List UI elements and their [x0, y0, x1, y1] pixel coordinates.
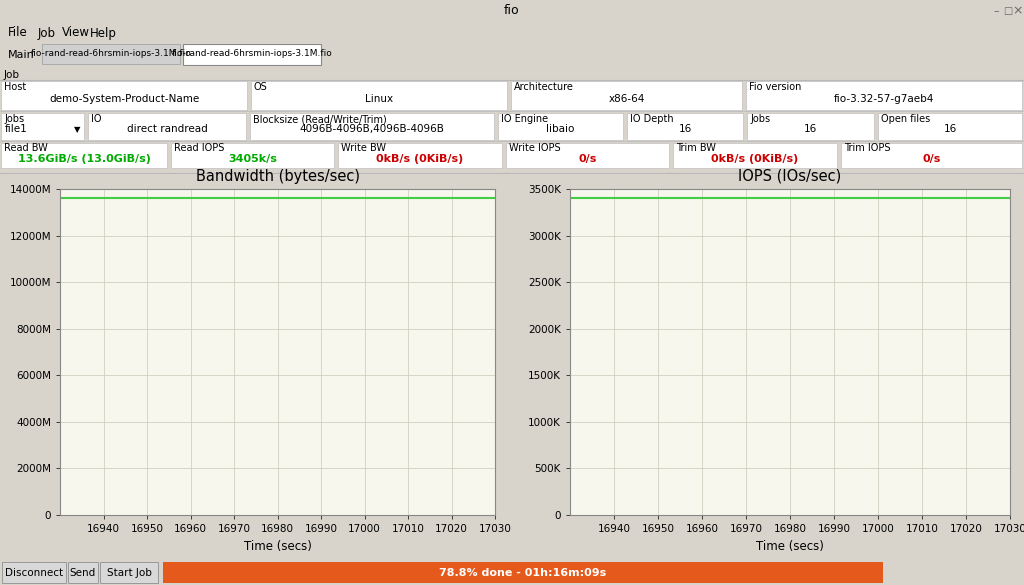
Text: libaio: libaio [547, 125, 574, 135]
Bar [100, 562, 158, 583]
Bar [746, 113, 874, 140]
Bar [1, 81, 247, 110]
Text: Jobs: Jobs [750, 114, 770, 124]
Text: Open files: Open files [881, 114, 930, 124]
Text: 0kB/s (0KiB/s): 0kB/s (0KiB/s) [712, 154, 799, 164]
Text: 16: 16 [678, 125, 691, 135]
Text: 0kB/s (0KiB/s): 0kB/s (0KiB/s) [377, 154, 464, 164]
Text: IO Depth: IO Depth [630, 114, 674, 124]
Bar [627, 113, 743, 140]
Bar [1, 113, 84, 140]
Text: Linux: Linux [365, 94, 393, 104]
Bar [746, 81, 1022, 110]
Text: x86-64: x86-64 [608, 94, 645, 104]
Bar [1, 143, 167, 168]
Text: Trim BW: Trim BW [676, 143, 716, 153]
Bar [250, 113, 494, 140]
Text: 0/s: 0/s [579, 154, 597, 164]
Text: Read IOPS: Read IOPS [174, 143, 224, 153]
Text: Blocksize (Read/Write/Trim): Blocksize (Read/Write/Trim) [253, 114, 387, 124]
Text: Host: Host [4, 82, 27, 92]
Text: 3405k/s: 3405k/s [228, 154, 276, 164]
Bar [498, 113, 623, 140]
Text: –: – [993, 6, 998, 16]
Text: OS: OS [254, 82, 267, 92]
Bar [88, 113, 246, 140]
Bar [171, 143, 334, 168]
Text: Start Job: Start Job [106, 567, 152, 577]
X-axis label: Time (secs): Time (secs) [756, 539, 824, 553]
Text: 78.8% done - 01h:16m:09s: 78.8% done - 01h:16m:09s [439, 567, 606, 577]
Bar [841, 143, 1022, 168]
Text: file1: file1 [5, 125, 28, 135]
Bar [506, 143, 669, 168]
Text: Send: Send [70, 567, 96, 577]
Text: Trim IOPS: Trim IOPS [844, 143, 891, 153]
Text: Read BW: Read BW [4, 143, 48, 153]
Text: Write IOPS: Write IOPS [509, 143, 560, 153]
Text: Main: Main [8, 50, 35, 60]
Text: Write BW: Write BW [341, 143, 386, 153]
Text: fio-3.32-57-g7aeb4: fio-3.32-57-g7aeb4 [834, 94, 934, 104]
X-axis label: Time (secs): Time (secs) [244, 539, 311, 553]
Text: □: □ [1004, 6, 1013, 16]
Text: fio-rand-read-6hrsmin-iops-3.1M.fio: fio-rand-read-6hrsmin-iops-3.1M.fio [172, 50, 333, 58]
Bar [163, 562, 883, 583]
Text: fio: fio [504, 5, 520, 18]
Text: IO: IO [91, 114, 101, 124]
Text: 16: 16 [804, 125, 817, 135]
Text: 13.6GiB/s (13.0GiB/s): 13.6GiB/s (13.0GiB/s) [17, 154, 151, 164]
Text: 4096B-4096B,4096B-4096B: 4096B-4096B,4096B-4096B [300, 125, 444, 135]
Text: direct randread: direct randread [127, 125, 208, 135]
Bar [511, 81, 742, 110]
Text: demo-System-Product-Name: demo-System-Product-Name [49, 94, 199, 104]
Text: File: File [8, 26, 28, 40]
Text: ▼: ▼ [74, 125, 80, 134]
Bar [251, 81, 507, 110]
Text: ×: × [1013, 5, 1023, 18]
Text: Job: Job [4, 70, 20, 80]
Text: Job: Job [38, 26, 56, 40]
Text: Disconnect: Disconnect [5, 567, 63, 577]
Bar [68, 562, 98, 583]
Text: Architecture: Architecture [514, 82, 573, 92]
Text: 16: 16 [943, 125, 956, 135]
Bar [42, 44, 180, 64]
Text: Fio version: Fio version [749, 82, 802, 92]
Text: 0/s: 0/s [923, 154, 941, 164]
Bar [673, 143, 837, 168]
Title: Bandwidth (bytes/sec): Bandwidth (bytes/sec) [196, 168, 359, 184]
Bar [878, 113, 1022, 140]
Text: fio-rand-read-6hrsmin-iops-3.1M.fio: fio-rand-read-6hrsmin-iops-3.1M.fio [31, 50, 191, 58]
Text: Help: Help [90, 26, 117, 40]
Bar [2, 562, 66, 583]
Text: Jobs: Jobs [4, 114, 25, 124]
Bar [338, 143, 502, 168]
Title: IOPS (IOs/sec): IOPS (IOs/sec) [738, 168, 842, 184]
Text: View: View [62, 26, 90, 40]
Bar [183, 44, 321, 65]
Text: IO Engine: IO Engine [501, 114, 548, 124]
